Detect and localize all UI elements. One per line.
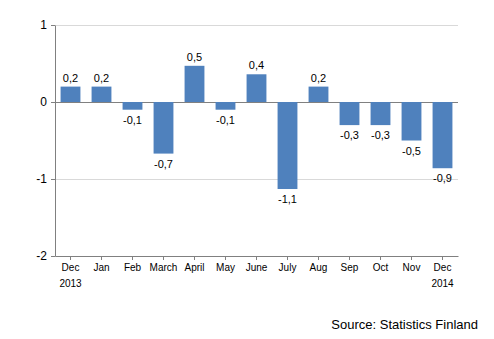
y-tick-mark: [51, 179, 55, 180]
x-tick-label: Jan: [93, 262, 109, 273]
bar: [154, 102, 174, 154]
x-tick-label: Nov: [403, 262, 421, 273]
x-tick-label: Oct: [373, 262, 389, 273]
x-tick: April: [184, 256, 204, 273]
x-tick: Nov: [403, 256, 421, 273]
x-tick: Dec: [434, 256, 452, 273]
x-tick: July: [279, 256, 297, 273]
bar: [278, 102, 298, 189]
x-tick-mark: [318, 256, 319, 260]
y-axis: -2 -1 0 1: [36, 18, 55, 263]
x-tick-mark: [256, 256, 257, 260]
y-tick-mark: [51, 102, 55, 103]
y-axis-line: [55, 26, 56, 257]
y-tick-label: 0: [40, 95, 47, 109]
x-tick-label: Dec: [434, 262, 452, 273]
x-tick-mark: [380, 256, 381, 260]
x-tick: May: [216, 256, 235, 273]
x-tick-mark: [101, 256, 102, 260]
bar: [433, 102, 453, 168]
y-tick: -2: [36, 249, 55, 263]
data-label: -0,3: [371, 129, 390, 141]
bars: [61, 66, 453, 189]
x-tick-label: Aug: [310, 262, 328, 273]
x-tick: Dec: [62, 256, 80, 273]
x-tick-mark: [442, 256, 443, 260]
data-label: 0,4: [249, 59, 264, 71]
x-tick-label: Sep: [341, 262, 359, 273]
x-tick-label: June: [246, 262, 268, 273]
annotation: 2014: [431, 278, 454, 289]
bar: [185, 66, 205, 102]
data-labels: 0,20,2-0,1-0,70,5-0,10,4-1,10,2-0,3-0,3-…: [63, 51, 452, 205]
y-tick-label: -1: [36, 172, 47, 186]
x-tick-mark: [163, 256, 164, 260]
y-tick-label: 1: [40, 18, 47, 32]
grid-line: [55, 179, 458, 180]
data-label: -0,1: [216, 114, 235, 126]
bar: [123, 102, 143, 110]
y-tick: 1: [40, 18, 55, 32]
chart: -2 -1 0 1 Dec Jan Feb March April May June July Aug S…: [0, 0, 494, 339]
x-tick-mark: [194, 256, 195, 260]
data-label: 0,2: [311, 72, 326, 84]
data-label: -0,9: [433, 172, 452, 184]
x-tick-label: March: [150, 262, 178, 273]
x-tick-mark: [349, 256, 350, 260]
x-axis: Dec Jan Feb March April May June July Aug Sep Oct N…: [56, 256, 459, 273]
x-tick-label: April: [184, 262, 204, 273]
y-tick-mark: [51, 256, 55, 257]
bar: [340, 102, 360, 125]
data-label: 0,2: [94, 72, 109, 84]
bar: [309, 87, 329, 102]
x-tick: June: [246, 256, 268, 273]
x-tick-label: May: [216, 262, 235, 273]
data-label: -0,1: [123, 114, 142, 126]
x-tick: Aug: [310, 256, 328, 273]
annotation: Source: Statistics Finland: [331, 317, 478, 332]
annotation: 2013: [59, 278, 82, 289]
x-tick-label: Feb: [124, 262, 142, 273]
x-tick-mark: [411, 256, 412, 260]
x-tick-label: Dec: [62, 262, 80, 273]
data-label: -0,7: [154, 158, 173, 170]
bar: [61, 87, 81, 102]
y-tick-mark: [51, 25, 55, 26]
x-tick-mark: [70, 256, 71, 260]
bar: [92, 87, 112, 102]
x-tick: Sep: [341, 256, 359, 273]
y-tick-label: -2: [36, 249, 47, 263]
bar: [247, 74, 267, 102]
x-tick: March: [150, 256, 178, 273]
x-tick-mark: [225, 256, 226, 260]
x-tick-label: July: [279, 262, 297, 273]
y-tick: 0: [40, 95, 55, 109]
bar: [402, 102, 422, 141]
grid-line: [55, 25, 458, 26]
bar: [216, 102, 236, 110]
x-tick: Oct: [373, 256, 389, 273]
grid: [55, 25, 458, 256]
data-label: 0,2: [63, 72, 78, 84]
data-label: -0,5: [402, 145, 421, 157]
x-tick-mark: [132, 256, 133, 260]
x-tick: Jan: [93, 256, 109, 273]
data-label: -1,1: [278, 193, 297, 205]
y-tick: -1: [36, 172, 55, 186]
data-label: -0,3: [340, 129, 359, 141]
x-tick: Feb: [124, 256, 142, 273]
data-label: 0,5: [187, 51, 202, 63]
bar: [371, 102, 391, 125]
x-tick-mark: [287, 256, 288, 260]
